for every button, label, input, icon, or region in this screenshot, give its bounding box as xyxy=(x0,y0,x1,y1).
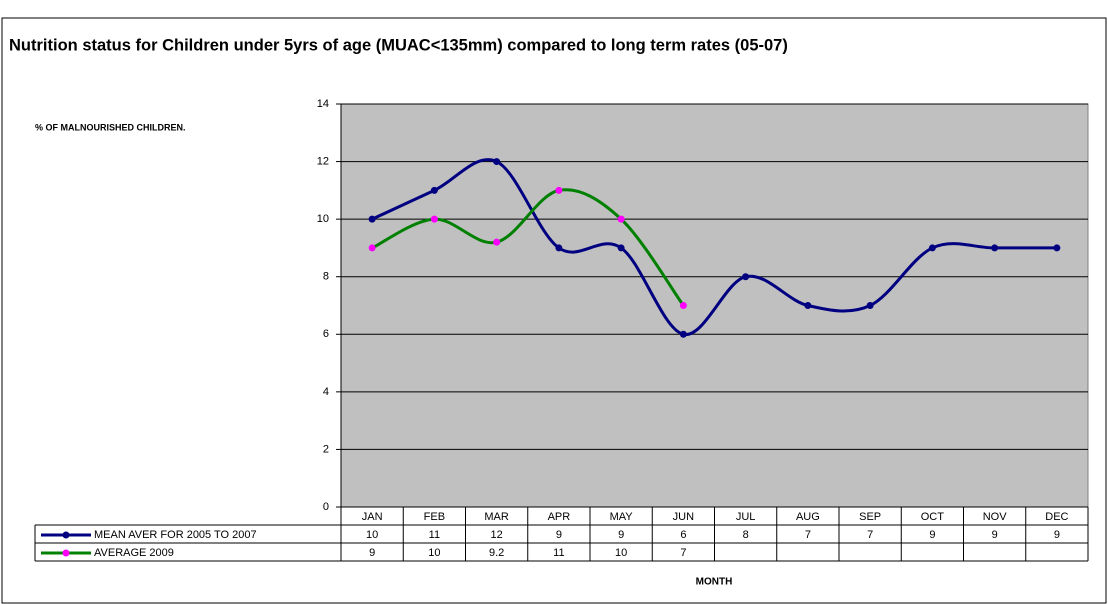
data-point xyxy=(928,244,936,252)
x-axis-label: MONTH xyxy=(696,577,733,588)
data-point xyxy=(804,302,812,309)
data-point xyxy=(555,186,563,194)
x-tick-label: DEC xyxy=(1045,511,1068,523)
y-tick-label: 14 xyxy=(317,98,329,110)
table-value: 10 xyxy=(428,547,440,559)
data-point xyxy=(1053,244,1061,252)
data-point xyxy=(555,244,563,252)
table-value: 8 xyxy=(743,529,749,541)
table-value: 9 xyxy=(929,529,935,541)
plot-area xyxy=(340,103,1089,508)
data-point xyxy=(493,238,501,246)
y-tick-label: 8 xyxy=(323,271,329,283)
x-tick-label: NOV xyxy=(983,511,1008,523)
data-point xyxy=(866,302,874,309)
table-value: 10 xyxy=(615,547,627,559)
data-point xyxy=(991,244,999,252)
table-value: 7 xyxy=(805,529,811,541)
data-point xyxy=(742,273,750,281)
x-tick-label: AUG xyxy=(796,511,820,523)
y-tick-label: 12 xyxy=(317,155,329,167)
data-point xyxy=(368,215,376,223)
table-value: 9 xyxy=(1054,529,1060,541)
table-value: 11 xyxy=(553,547,564,559)
data-point xyxy=(430,215,438,223)
legend-marker xyxy=(62,549,70,557)
y-tick-label: 4 xyxy=(323,386,329,398)
table-value: 6 xyxy=(680,529,686,541)
y-tick-label: 10 xyxy=(317,213,329,225)
y-axis-label: % OF MALNOURISHED CHILDREN. xyxy=(35,122,186,132)
table-value: 9 xyxy=(369,547,375,559)
table-value: 9 xyxy=(992,529,998,541)
x-tick-label: SEP xyxy=(859,511,881,523)
table-value: 7 xyxy=(680,547,686,559)
y-tick-label: 2 xyxy=(323,443,329,455)
x-tick-label: OCT xyxy=(921,511,945,523)
data-point xyxy=(617,215,625,223)
y-tick-label: 0 xyxy=(323,501,329,513)
chart-title: Nutrition status for Children under 5yrs… xyxy=(9,36,788,54)
data-point xyxy=(430,186,438,194)
table-value: 7 xyxy=(867,529,873,541)
table-value: 9.2 xyxy=(489,547,504,559)
data-point xyxy=(617,244,625,252)
table-value: 10 xyxy=(366,529,378,541)
legend-label: MEAN AVER FOR 2005 TO 2007 xyxy=(94,529,257,541)
table-value: 9 xyxy=(556,529,562,541)
data-point xyxy=(493,158,501,166)
x-tick-label: JUN xyxy=(673,511,694,523)
x-tick-label: MAR xyxy=(484,511,509,523)
data-point xyxy=(679,330,687,338)
legend-label: AVERAGE 2009 xyxy=(94,547,174,559)
data-point xyxy=(368,244,376,252)
table-value: 12 xyxy=(491,529,503,541)
x-tick-label: FEB xyxy=(424,511,445,523)
legend-marker xyxy=(62,531,70,539)
x-tick-label: APR xyxy=(548,511,571,523)
x-tick-label: JAN xyxy=(362,511,383,523)
y-tick-label: 6 xyxy=(323,328,329,340)
data-point xyxy=(679,302,687,309)
table-value: 9 xyxy=(618,529,624,541)
table-value: 11 xyxy=(429,529,440,541)
x-tick-label: MAY xyxy=(610,511,634,523)
x-tick-label: JUL xyxy=(736,511,756,523)
